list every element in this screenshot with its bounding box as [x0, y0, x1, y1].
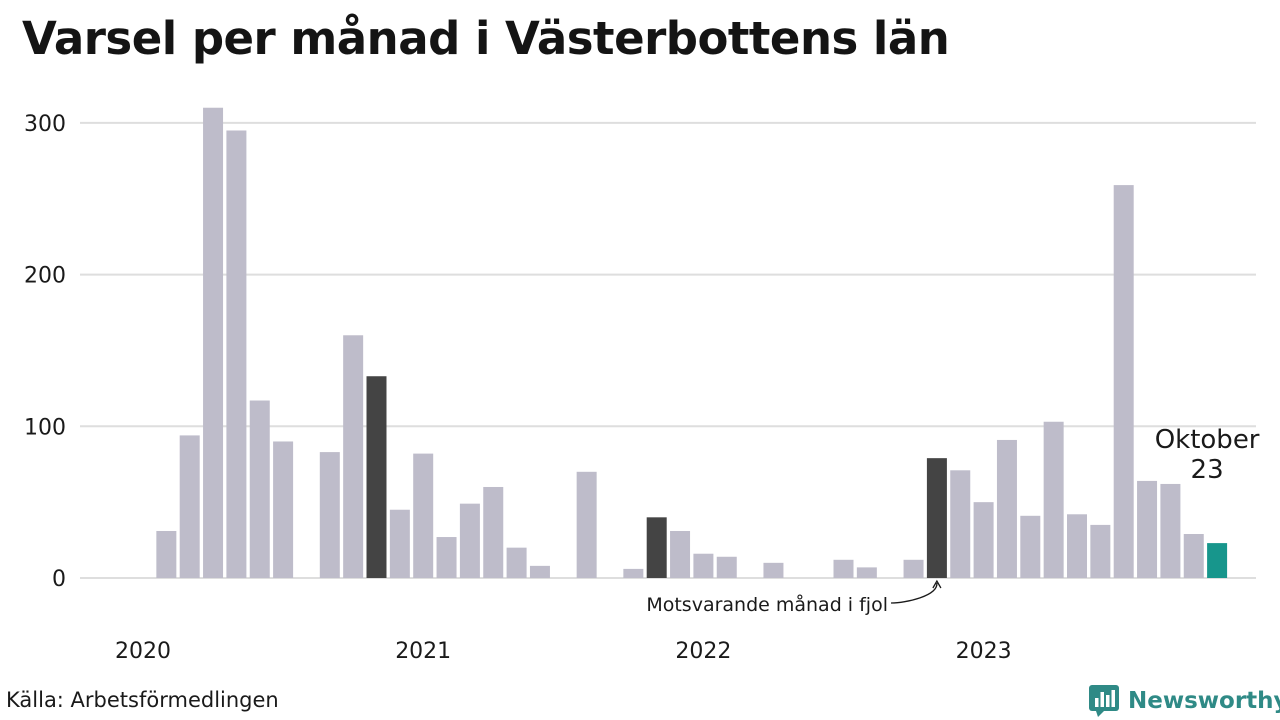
bar: [436, 537, 457, 578]
bar: [179, 435, 200, 578]
bar: [389, 509, 410, 578]
bar: [670, 530, 691, 578]
y-tick-label: 200: [24, 264, 66, 289]
bar: [343, 335, 364, 578]
bars: [156, 107, 1228, 579]
bar: [1183, 534, 1204, 578]
bar-same-month-last-year: [926, 458, 947, 578]
bar: [856, 567, 877, 578]
newsworthy-logo-icon: [1089, 685, 1119, 717]
bar: [950, 470, 971, 578]
bar: [763, 562, 784, 578]
bar: [226, 130, 247, 579]
y-axis-ticks: 0 100 200 300: [24, 112, 66, 592]
bar: [903, 559, 924, 578]
y-tick-label: 300: [24, 112, 66, 137]
bar: [833, 559, 854, 578]
bar: [1020, 515, 1041, 578]
bar: [1090, 524, 1111, 578]
x-axis-year-labels: 2020 2021 2022 2023: [115, 639, 1012, 664]
x-tick-label: 2022: [675, 639, 731, 664]
bar: [249, 400, 270, 578]
brand[interactable]: Newsworthy: [1088, 684, 1280, 718]
bar: [203, 107, 224, 578]
annotation-same-month-last-year: Motsvarande månad i fjol: [646, 593, 888, 616]
bar: [1160, 483, 1181, 578]
x-tick-label: 2020: [115, 639, 171, 664]
bar: [716, 556, 737, 578]
bar-current-month: [1207, 543, 1228, 578]
annotation-arrowhead: [932, 579, 942, 589]
bar: [693, 553, 714, 578]
bar: [319, 452, 340, 578]
annotation-current-month: 23: [1191, 455, 1224, 485]
bar: [459, 503, 480, 578]
bar: [529, 565, 550, 578]
x-tick-label: 2023: [956, 639, 1012, 664]
x-tick-label: 2021: [395, 639, 451, 664]
bar-same-month-last-year: [646, 517, 667, 578]
bar: [1113, 185, 1134, 579]
bar-same-month-last-year: [366, 376, 387, 578]
bar: [156, 530, 177, 578]
bar: [506, 547, 527, 578]
bar: [996, 439, 1017, 578]
y-tick-label: 100: [24, 415, 66, 440]
bar: [1043, 421, 1064, 578]
bar: [576, 471, 597, 578]
bar: [973, 502, 994, 578]
bar: [483, 486, 504, 578]
annotation-current-month: Oktober: [1155, 425, 1260, 455]
bar: [1067, 514, 1087, 578]
source-note: Källa: Arbetsförmedlingen: [6, 688, 279, 712]
bar: [273, 441, 294, 578]
brand-name: Newsworthy: [1128, 688, 1280, 714]
bar: [413, 453, 434, 578]
chart-title: Varsel per månad i Västerbottens län: [22, 12, 950, 65]
bar: [1137, 480, 1158, 578]
annotation-arrow: [890, 582, 938, 604]
y-tick-label: 0: [52, 567, 66, 592]
bar: [623, 568, 644, 578]
